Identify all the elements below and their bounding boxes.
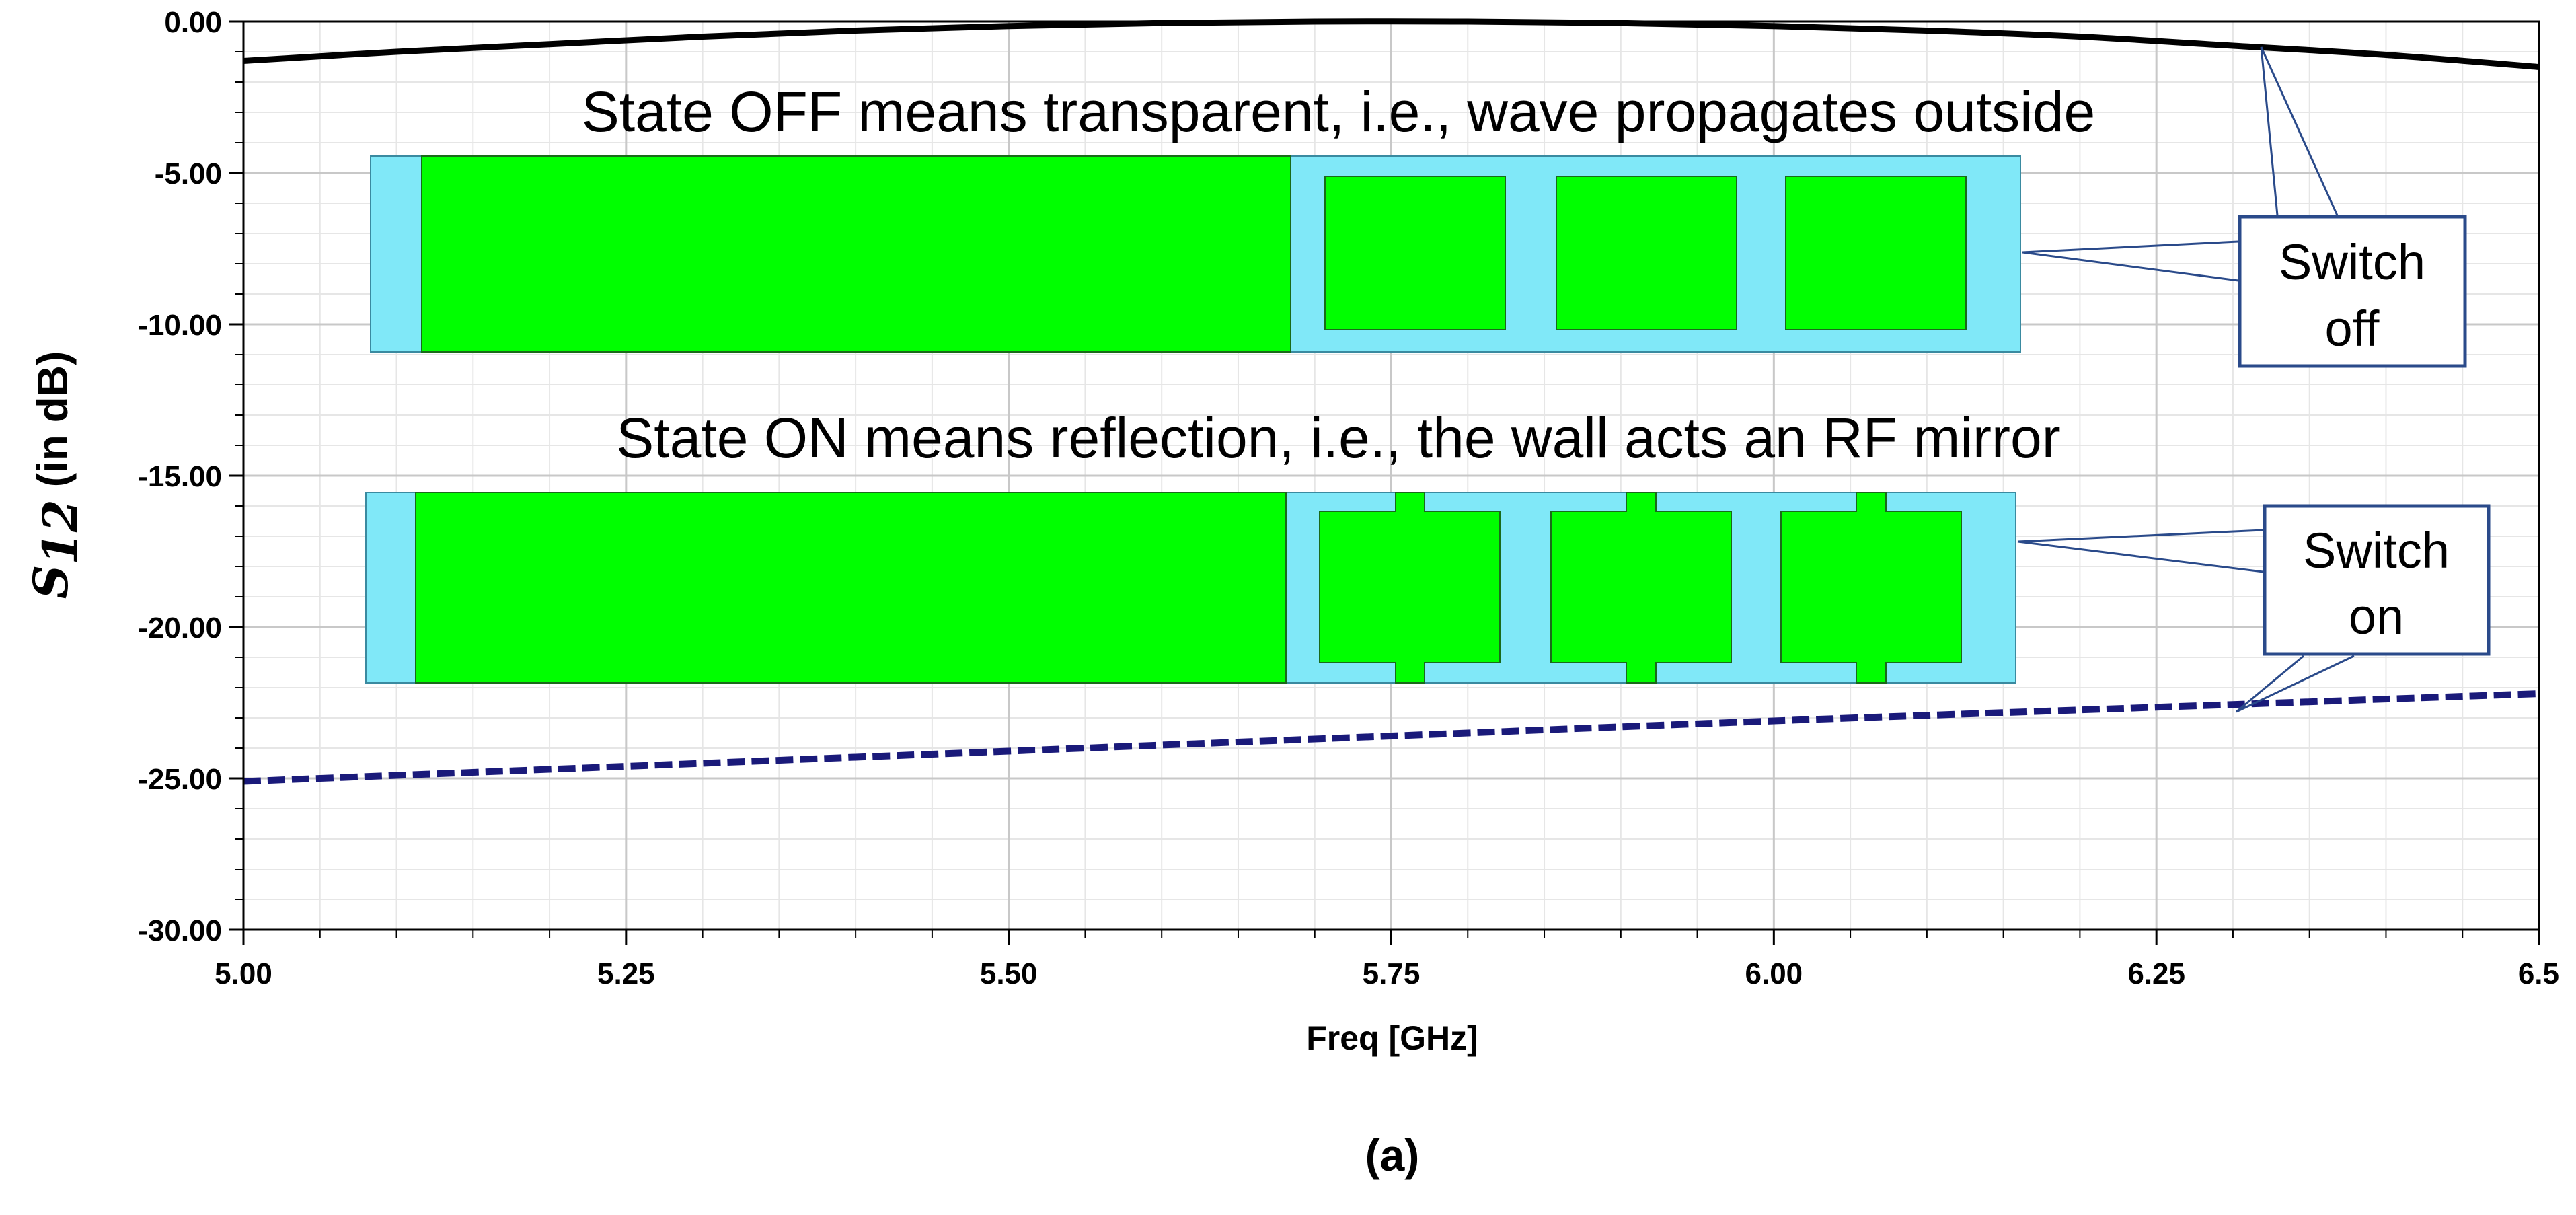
y-axis-title-group: S12 (in dB): [23, 351, 88, 599]
switch-on-callout: Switch on: [2017, 504, 2491, 713]
y-tick-label: -20.00: [138, 612, 222, 645]
callout-line: [2236, 655, 2355, 713]
plot-frame: [242, 20, 2540, 931]
off-patch-1: [1324, 176, 1506, 330]
switch-on-structure: [365, 492, 2016, 684]
y-tick-label: 0.00: [164, 6, 222, 39]
y-axis-subscript: 12: [32, 499, 88, 564]
x-tick-label: 6.00: [1745, 957, 1803, 990]
switch-on-box: [2263, 504, 2491, 656]
on-patch-3: [1780, 492, 1962, 684]
switch-off-label-1: Switch: [2279, 234, 2425, 290]
x-axis-title: Freq [GHz]: [1306, 1019, 1478, 1057]
figure-caption: (a): [1365, 1130, 1420, 1180]
x-tick-label: 6.5: [2518, 957, 2559, 990]
y-tick-label: -25.00: [138, 763, 222, 796]
x-tick-label: 5.00: [215, 957, 272, 990]
switch-on-label-1: Switch: [2303, 523, 2450, 579]
series-line-switch-on: [243, 690, 2540, 785]
callout-line: [2236, 655, 2304, 713]
x-tick-label: 5.50: [980, 957, 1038, 990]
switch-on-label-2: on: [2349, 589, 2404, 645]
switch-off-callout: Switch off: [2022, 46, 2467, 368]
callout-line: [2022, 240, 2239, 254]
on-patch-1: [1319, 492, 1501, 684]
callout-line: [2260, 46, 2339, 216]
y-tick-label: -30.00: [138, 914, 222, 947]
state-on-text: State ON means reflection, i.e., the wal…: [616, 406, 2060, 470]
off-patch-2: [1556, 176, 1737, 330]
y-tick-label: -5.00: [155, 157, 222, 190]
state-off-text: State OFF means transparent, i.e., wave …: [582, 80, 2096, 143]
y-axis-symbol: S: [23, 565, 79, 599]
tick-labels: 0.00 -5.00 -10.00 -15.00 -20.00 -25.00 -30.00 5…: [138, 6, 2559, 990]
x-tick-label: 6.25: [2127, 957, 2185, 990]
on-ground-plane: [415, 492, 1287, 684]
callout-line: [2260, 46, 2279, 216]
on-patch-2: [1550, 492, 1732, 684]
switch-off-box: [2238, 215, 2467, 368]
y-tick-label: -10.00: [138, 309, 222, 342]
off-patch-3: [1785, 176, 1967, 330]
callout-line: [2017, 540, 2264, 573]
y-axis-suffix: (in dB): [28, 351, 77, 488]
off-ground-plane: [421, 155, 1291, 353]
callout-line: [2017, 529, 2264, 543]
switch-off-structure: [370, 155, 2021, 353]
axis-ticks: [229, 20, 2540, 945]
callout-line: [2022, 251, 2239, 282]
y-axis-title: S12 (in dB): [23, 351, 88, 599]
switch-off-label-2: off: [2325, 301, 2380, 357]
x-tick-label: 5.75: [1363, 957, 1420, 990]
y-tick-label: -15.00: [138, 460, 222, 493]
x-tick-label: 5.25: [597, 957, 655, 990]
